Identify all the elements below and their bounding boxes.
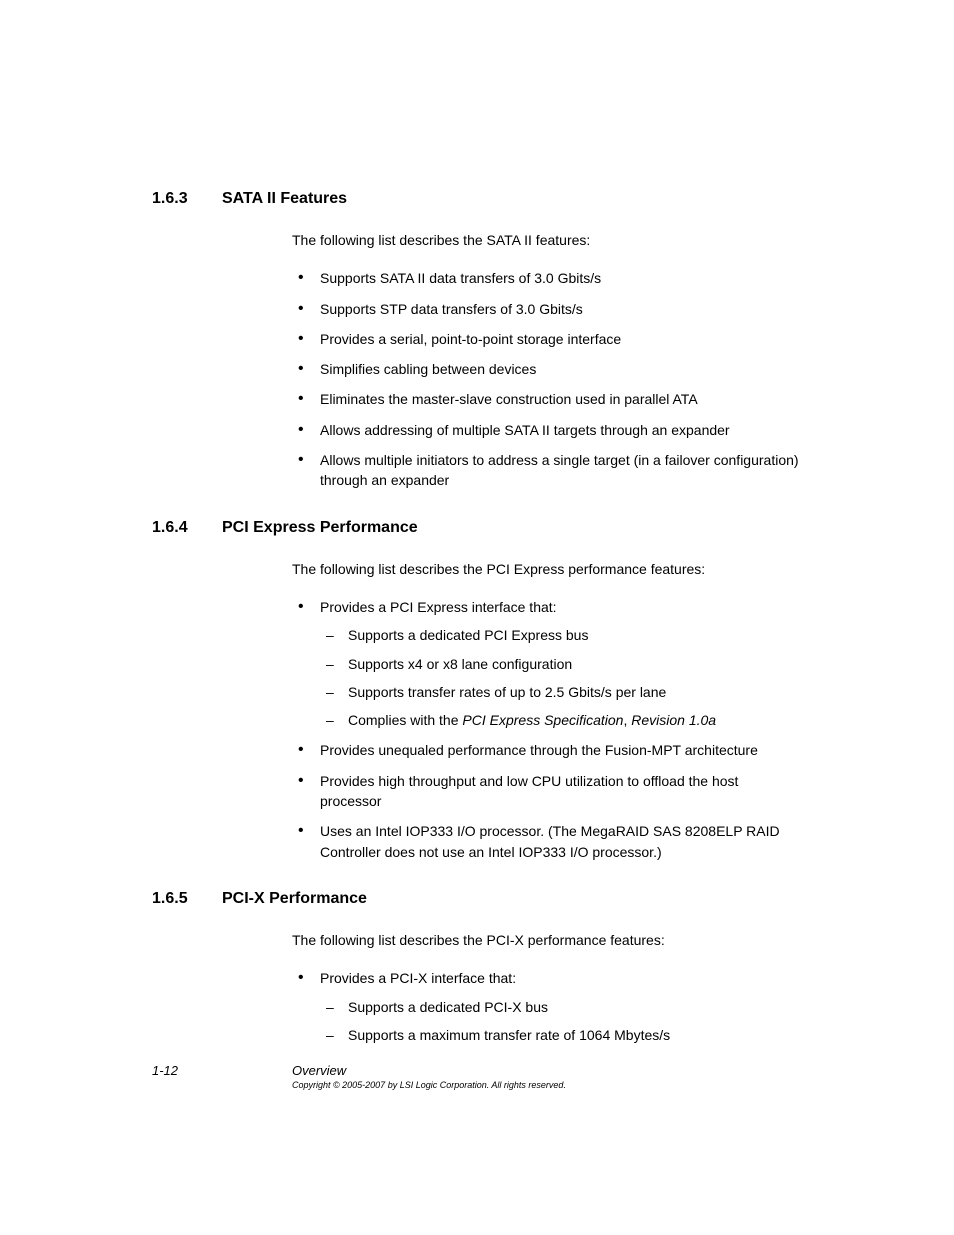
list-item: Provides a serial, point-to-point storag… — [292, 329, 802, 349]
section-title: SATA II Features — [222, 190, 347, 208]
sub-list-item: Supports a dedicated PCI Express bus — [320, 625, 802, 645]
section-1-6-5: 1.6.5 PCI-X Performance The following li… — [152, 890, 802, 1045]
footer-copyright: Copyright © 2005-2007 by LSI Logic Corpo… — [292, 1080, 566, 1090]
list-item: Provides a PCI Express interface that: S… — [292, 597, 802, 730]
section-intro: The following list describes the PCI Exp… — [292, 559, 802, 579]
page-number: 1-12 — [152, 1063, 292, 1078]
list-item: Provides a PCI-X interface that: Support… — [292, 968, 802, 1045]
sub-list-item: Supports a dedicated PCI-X bus — [320, 997, 802, 1017]
section-number: 1.6.3 — [152, 190, 222, 208]
section-number: 1.6.5 — [152, 890, 222, 908]
list-item: Allows multiple initiators to address a … — [292, 450, 802, 491]
section-body: The following list describes the PCI-X p… — [292, 930, 802, 1045]
section-title: PCI Express Performance — [222, 519, 418, 537]
list-item: Provides high throughput and low CPU uti… — [292, 771, 802, 812]
list-item: Eliminates the master-slave construction… — [292, 389, 802, 409]
sub-list-item: Complies with the PCI Express Specificat… — [320, 710, 802, 730]
list-item: Provides unequaled performance through t… — [292, 740, 802, 760]
section-heading: 1.6.5 PCI-X Performance — [152, 890, 802, 908]
sub-list-item-text-italic: PCI Express Specification — [462, 712, 623, 728]
section-body: The following list describes the PCI Exp… — [292, 559, 802, 862]
page-footer: 1-12 Overview Copyright © 2005-2007 by L… — [152, 1063, 802, 1090]
bullet-list: Provides a PCI Express interface that: S… — [292, 597, 802, 862]
sub-list-item-text-italic2: Revision 1.0a — [631, 712, 716, 728]
bullet-list: Supports SATA II data transfers of 3.0 G… — [292, 268, 802, 490]
list-item: Supports SATA II data transfers of 3.0 G… — [292, 268, 802, 288]
section-title: PCI-X Performance — [222, 890, 367, 908]
section-1-6-3: 1.6.3 SATA II Features The following lis… — [152, 190, 802, 491]
section-body: The following list describes the SATA II… — [292, 230, 802, 491]
section-heading: 1.6.4 PCI Express Performance — [152, 519, 802, 537]
list-item: Uses an Intel IOP333 I/O processor. (The… — [292, 821, 802, 862]
section-intro: The following list describes the SATA II… — [292, 230, 802, 250]
section-intro: The following list describes the PCI-X p… — [292, 930, 802, 950]
list-item: Allows addressing of multiple SATA II ta… — [292, 420, 802, 440]
footer-chapter-title: Overview — [292, 1063, 566, 1078]
footer-right: Overview Copyright © 2005-2007 by LSI Lo… — [292, 1063, 566, 1090]
dash-list: Supports a dedicated PCI Express bus Sup… — [320, 625, 802, 730]
sub-list-item-text-pre: Complies with the — [348, 712, 462, 728]
section-1-6-4: 1.6.4 PCI Express Performance The follow… — [152, 519, 802, 862]
section-number: 1.6.4 — [152, 519, 222, 537]
sub-list-item: Supports x4 or x8 lane configuration — [320, 654, 802, 674]
list-item-text: Provides a PCI-X interface that: — [320, 970, 516, 986]
list-item-text: Provides a PCI Express interface that: — [320, 599, 557, 615]
sub-list-item: Supports a maximum transfer rate of 1064… — [320, 1025, 802, 1045]
list-item: Simplifies cabling between devices — [292, 359, 802, 379]
bullet-list: Provides a PCI-X interface that: Support… — [292, 968, 802, 1045]
section-heading: 1.6.3 SATA II Features — [152, 190, 802, 208]
list-item: Supports STP data transfers of 3.0 Gbits… — [292, 299, 802, 319]
sub-list-item: Supports transfer rates of up to 2.5 Gbi… — [320, 682, 802, 702]
dash-list: Supports a dedicated PCI-X bus Supports … — [320, 997, 802, 1046]
